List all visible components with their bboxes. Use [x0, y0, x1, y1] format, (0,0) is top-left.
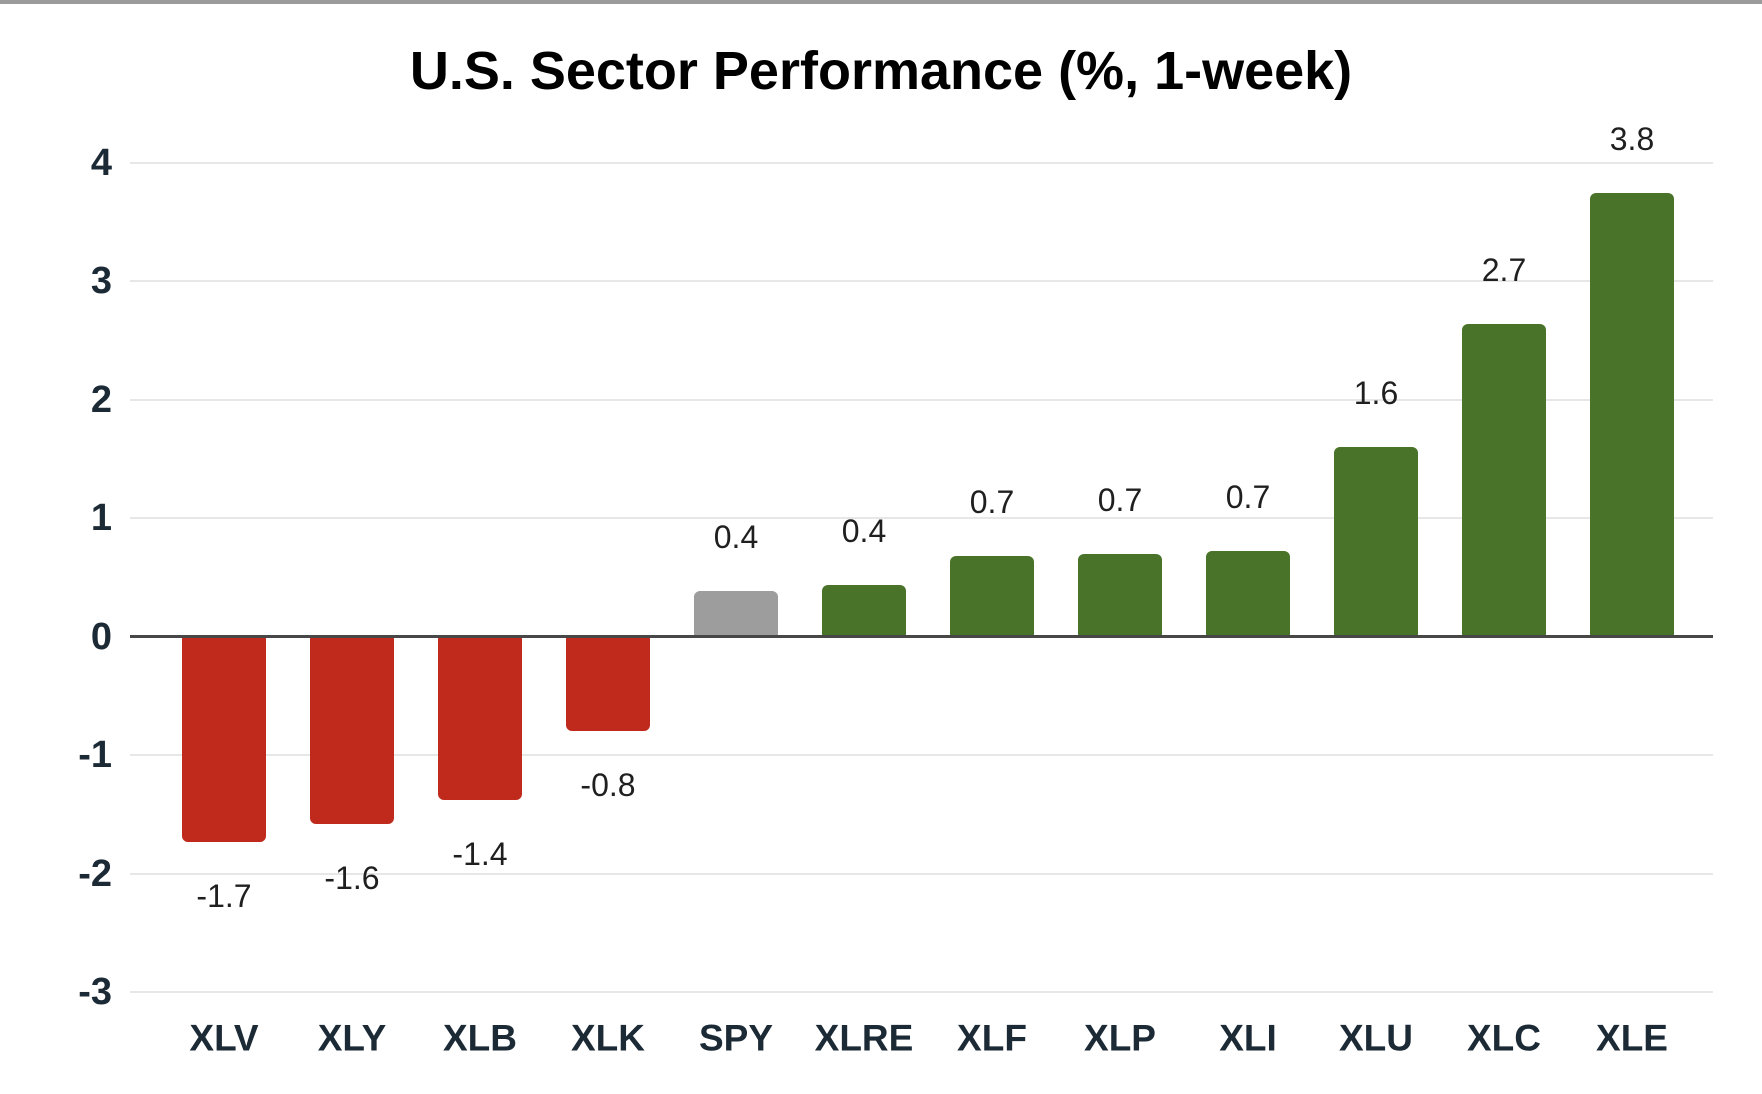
y-tick-label--3: -3: [78, 971, 112, 1013]
window-top-edge: [0, 0, 1762, 4]
x-axis-label-XLE: XLE: [1596, 1017, 1668, 1059]
value-label-XLRE: 0.4: [841, 512, 887, 549]
bar-SPY: [694, 590, 778, 637]
y-tick-label-1: 1: [90, 497, 112, 540]
bar-XLV: [182, 636, 266, 842]
bar-XLY: [310, 636, 394, 824]
bar-XLB: [438, 636, 522, 801]
x-axis-label-XLB: XLB: [443, 1017, 517, 1059]
bar-XLK: [566, 636, 650, 732]
value-label-XLK: -0.8: [580, 767, 636, 804]
bar-XLF: [950, 556, 1034, 637]
value-label-XLP: 0.7: [1097, 481, 1143, 518]
value-label-XLY: -1.6: [324, 859, 380, 896]
bar-XLU: [1334, 447, 1418, 637]
x-axis-label-XLC: XLC: [1467, 1017, 1541, 1059]
x-axis-label-XLY: XLY: [317, 1017, 387, 1059]
y-tick-label-3: 3: [90, 260, 112, 303]
x-axis-label-XLP: XLP: [1084, 1017, 1156, 1059]
x-axis-label-XLF: XLF: [957, 1017, 1027, 1059]
bar-XLE: [1590, 192, 1674, 637]
x-axis-label-XLI: XLI: [1219, 1017, 1277, 1059]
gridline-y-1: [130, 517, 1713, 520]
value-label-XLI: 0.7: [1225, 479, 1271, 516]
value-label-XLE: 3.8: [1609, 120, 1655, 157]
bar-XLI: [1206, 551, 1290, 637]
x-axis-label-XLK: XLK: [571, 1017, 645, 1059]
gridline-y--3: [130, 991, 1713, 993]
gridline-y--1: [130, 754, 1713, 757]
bar-XLP: [1078, 553, 1162, 637]
x-axis-label-SPY: SPY: [698, 1017, 774, 1059]
value-label-XLF: 0.7: [969, 484, 1015, 521]
plot-area: -1.7 -1.6 -1.4 -0.8 0.4 0.4 0.7 0.7 0.7 1.6 2.7 3.8: [130, 123, 1713, 993]
bar-XLRE: [822, 584, 906, 637]
x-axis-label-XLV: XLV: [189, 1017, 259, 1059]
gridline-y-2: [130, 398, 1713, 401]
y-tick-label-0: 0: [90, 615, 112, 658]
x-axis-label-XLU: XLU: [1339, 1017, 1413, 1059]
value-label-SPY: 0.4: [713, 518, 759, 555]
value-label-XLV: -1.7: [196, 877, 252, 914]
x-axis-label-XLRE: XLRE: [814, 1017, 914, 1059]
value-label-XLC: 2.7: [1481, 252, 1527, 289]
chart-title: U.S. Sector Performance (%, 1-week): [409, 41, 1353, 101]
value-label-XLB: -1.4: [452, 836, 508, 873]
gridline-y--2: [130, 872, 1713, 875]
bar-XLC: [1462, 324, 1546, 637]
y-tick-label-2: 2: [90, 378, 112, 421]
value-label-XLU: 1.6: [1353, 375, 1399, 412]
gridline-y-4: [130, 162, 1713, 164]
y-tick-label-4: 4: [90, 142, 112, 184]
y-tick-label--2: -2: [78, 852, 112, 895]
gridline-y-3: [130, 280, 1713, 283]
y-tick-label--1: -1: [78, 734, 112, 777]
zero-axis-line: [130, 635, 1713, 639]
